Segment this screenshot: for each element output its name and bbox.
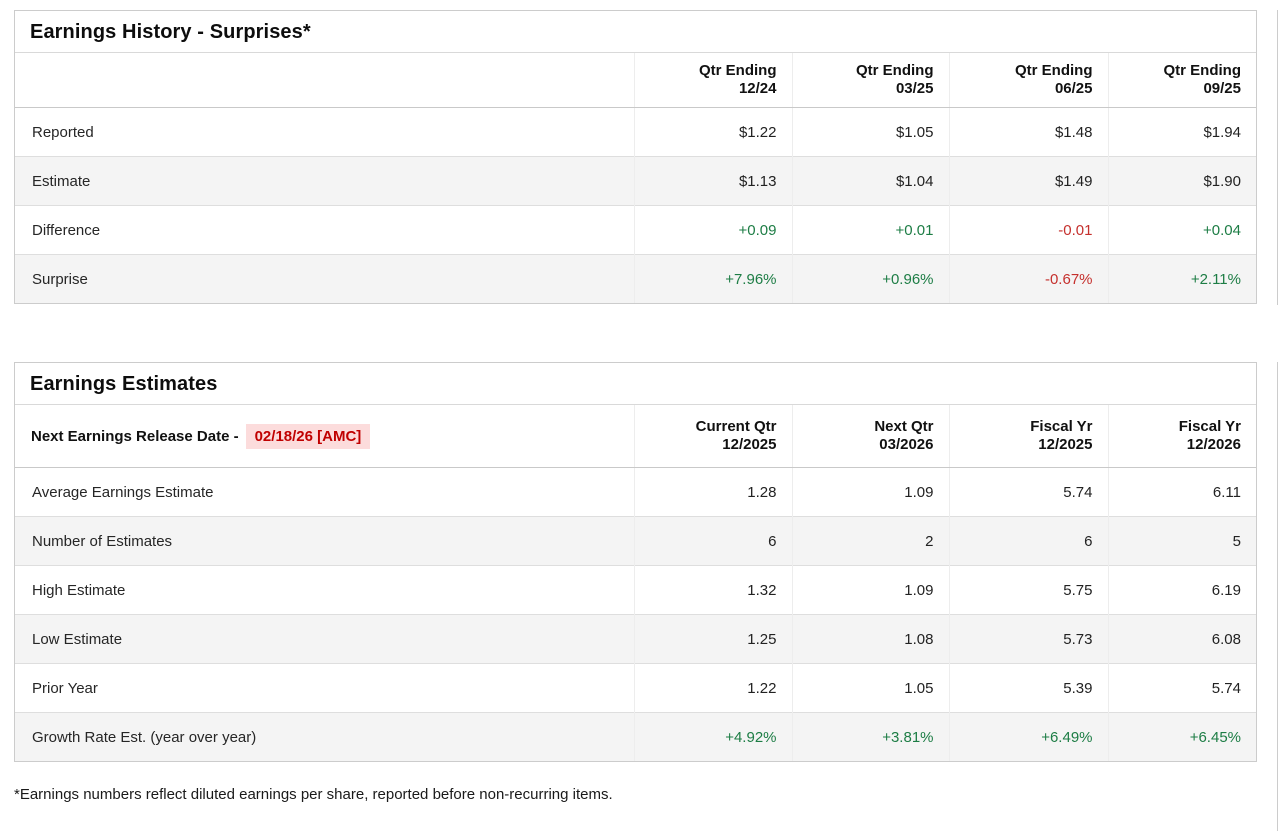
column-header-3: Fiscal Yr 12/2025 — [948, 405, 1108, 468]
cell-value: +7.96% — [633, 254, 792, 303]
row-label: Growth Rate Est. (year over year) — [15, 712, 634, 761]
estimates-header-row: Next Earnings Release Date - 02/18/26 [AM… — [15, 405, 1256, 468]
earnings-estimates-panel: Earnings Estimates Next Earnings Release… — [14, 362, 1257, 762]
row-label: Surprise — [15, 254, 634, 303]
next-earnings-release-label: Next Earnings Release Date - — [31, 427, 239, 445]
cell-value: 1.09 — [791, 565, 949, 615]
cell-value: $1.13 — [633, 156, 792, 206]
cell-value: +0.96% — [791, 254, 949, 303]
column-header-4: Qtr Ending 09/25 — [1107, 53, 1256, 108]
cell-value: +0.09 — [633, 205, 792, 255]
release-date-highlight: 02/18/26 [AMC] — [245, 423, 371, 449]
estimates-table: Next Earnings Release Date - 02/18/26 [AM… — [15, 405, 1256, 761]
cell-value: $1.04 — [791, 156, 949, 206]
table-row: Reported $1.22 $1.05 $1.48 $1.94 — [15, 107, 1256, 157]
next-earnings-release-cell: Next Earnings Release Date - 02/18/26 [AM… — [15, 405, 634, 468]
cell-value: +2.11% — [1107, 254, 1256, 303]
estimates-table-body: Average Earnings Estimate 1.28 1.09 5.74 6.1… — [15, 467, 1256, 761]
cell-value: $1.22 — [633, 107, 792, 157]
column-header-3: Qtr Ending 06/25 — [948, 53, 1108, 108]
cell-value: +3.81% — [791, 712, 949, 761]
cell-value: 1.09 — [791, 467, 949, 517]
cell-value: 5.39 — [948, 663, 1108, 713]
column-header-2: Next Qtr 03/2026 — [791, 405, 949, 468]
cell-value: +0.01 — [791, 205, 949, 255]
table-row: Low Estimate 1.25 1.08 5.73 6.08 — [15, 614, 1256, 664]
table-row: Difference +0.09 +0.01 -0.01 +0.04 — [15, 205, 1256, 255]
cell-value: 1.32 — [633, 565, 792, 615]
column-header-1: Current Qtr 12/2025 — [633, 405, 792, 468]
cell-value: 2 — [791, 516, 949, 566]
table-row: Prior Year 1.22 1.05 5.39 5.74 — [15, 663, 1256, 713]
row-label: Low Estimate — [15, 614, 634, 664]
row-label: Estimate — [15, 156, 634, 206]
cell-value: 1.25 — [633, 614, 792, 664]
cell-value: 6.08 — [1107, 614, 1256, 664]
cell-value: 6.19 — [1107, 565, 1256, 615]
cell-value: +0.04 — [1107, 205, 1256, 255]
cell-value: 1.28 — [633, 467, 792, 517]
cell-value: $1.48 — [948, 107, 1108, 157]
cell-value: 6 — [633, 516, 792, 566]
cell-value: -0.67% — [948, 254, 1108, 303]
row-label: High Estimate — [15, 565, 634, 615]
cell-value: 5.74 — [948, 467, 1108, 517]
table-row: Average Earnings Estimate 1.28 1.09 5.74 6.1… — [15, 467, 1256, 517]
earnings-history-surprises-panel: Earnings History - Surprises* Qtr Ending… — [14, 10, 1257, 304]
surprises-table-body: Reported $1.22 $1.05 $1.48 $1.94 Estimate $1.1… — [15, 107, 1256, 303]
table-row: Growth Rate Est. (year over year) +4.92% +… — [15, 712, 1256, 761]
adjacent-panel-border-bottom — [1277, 362, 1283, 831]
cell-value: 5.73 — [948, 614, 1108, 664]
column-header-4: Fiscal Yr 12/2026 — [1107, 405, 1256, 468]
cell-value: 6 — [948, 516, 1108, 566]
cell-value: 5.74 — [1107, 663, 1256, 713]
row-label: Difference — [15, 205, 634, 255]
estimates-panel-title: Earnings Estimates — [15, 363, 1256, 405]
row-label: Reported — [32, 123, 94, 141]
cell-value: $1.90 — [1107, 156, 1256, 206]
cell-value: $1.49 — [948, 156, 1108, 206]
cell-value: 5.75 — [948, 565, 1108, 615]
cell-value: 1.08 — [791, 614, 949, 664]
cell-value: $1.94 — [1107, 107, 1256, 157]
table-row: Surprise +7.96% +0.96% -0.67% +2.11% — [15, 254, 1256, 303]
cell-value: $1.05 — [791, 107, 949, 157]
cell-value: 1.05 — [791, 663, 949, 713]
adjacent-panel-border-top — [1277, 10, 1283, 305]
cell-value: +4.92% — [633, 712, 792, 761]
table-row: Estimate $1.13 $1.04 $1.49 $1.90 — [15, 156, 1256, 206]
surprises-header-row: Qtr Ending 12/24 Qtr Ending 03/25 Qtr Ending… — [15, 53, 1256, 108]
row-label: Prior Year — [15, 663, 634, 713]
cell-value: -0.01 — [948, 205, 1108, 255]
column-header-2: Qtr Ending 03/25 — [791, 53, 949, 108]
cell-value: +6.45% — [1107, 712, 1256, 761]
cell-value: 6.11 — [1107, 467, 1256, 517]
earnings-footnote: *Earnings numbers reflect diluted earnin… — [14, 786, 613, 803]
cell-value: 5 — [1107, 516, 1256, 566]
table-row: High Estimate 1.32 1.09 5.75 6.19 — [15, 565, 1256, 615]
surprises-table: Qtr Ending 12/24 Qtr Ending 03/25 Qtr Ending… — [15, 53, 1256, 303]
cell-value: +6.49% — [948, 712, 1108, 761]
row-label: Average Earnings Estimate — [32, 483, 214, 501]
column-header-1: Qtr Ending 12/24 — [633, 53, 792, 108]
surprises-panel-title: Earnings History - Surprises* — [15, 11, 1256, 53]
surprises-header-spacer — [15, 53, 634, 108]
table-row: Number of Estimates 6 2 6 5 — [15, 516, 1256, 566]
row-label: Number of Estimates — [15, 516, 634, 566]
cell-value: 1.22 — [633, 663, 792, 713]
